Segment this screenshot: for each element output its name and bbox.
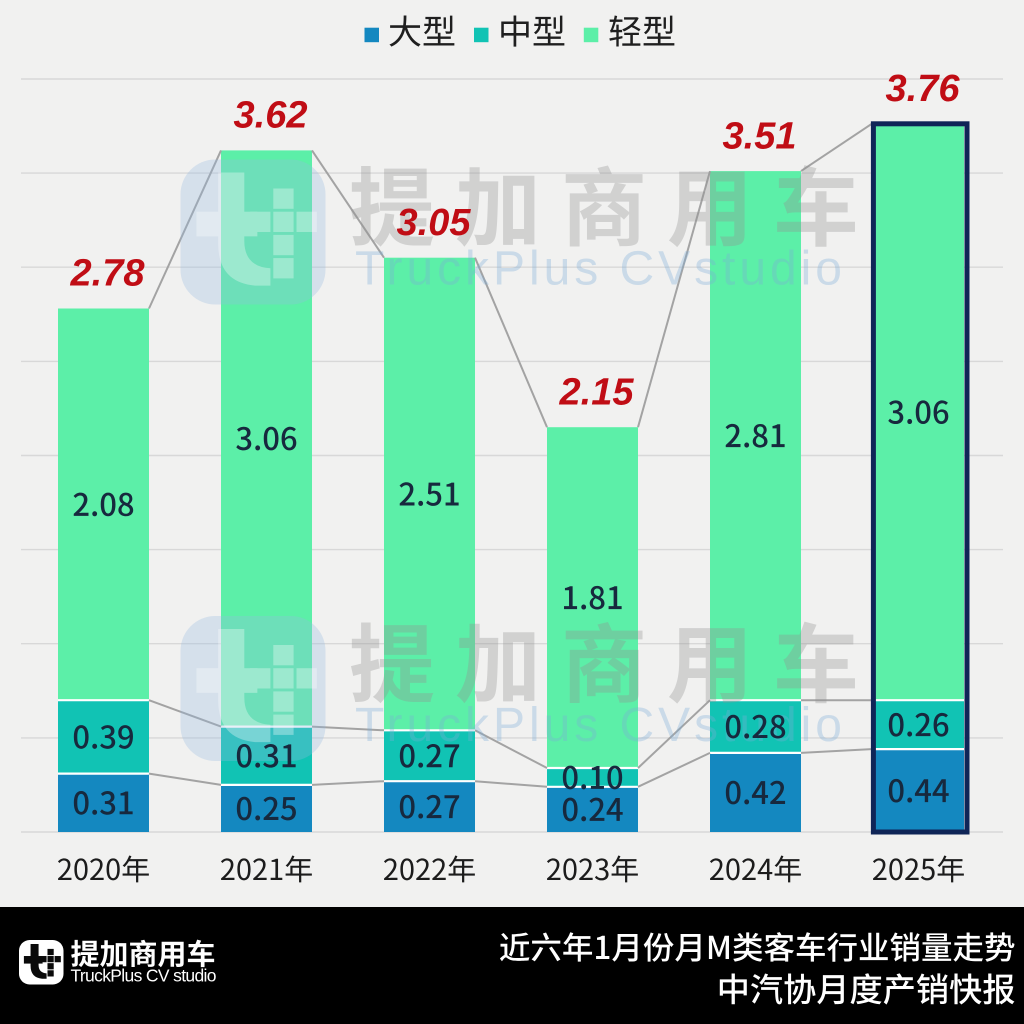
svg-text:2.78: 2.78 [70, 253, 146, 295]
svg-text:TruckPlus CV studio: TruckPlus CV studio [71, 965, 217, 985]
svg-text:3.62: 3.62 [234, 95, 308, 137]
svg-text:3.76: 3.76 [886, 68, 961, 110]
svg-text:2.15: 2.15 [559, 371, 635, 413]
svg-text:3.05: 3.05 [397, 202, 472, 244]
svg-text:3.51: 3.51 [723, 115, 797, 157]
